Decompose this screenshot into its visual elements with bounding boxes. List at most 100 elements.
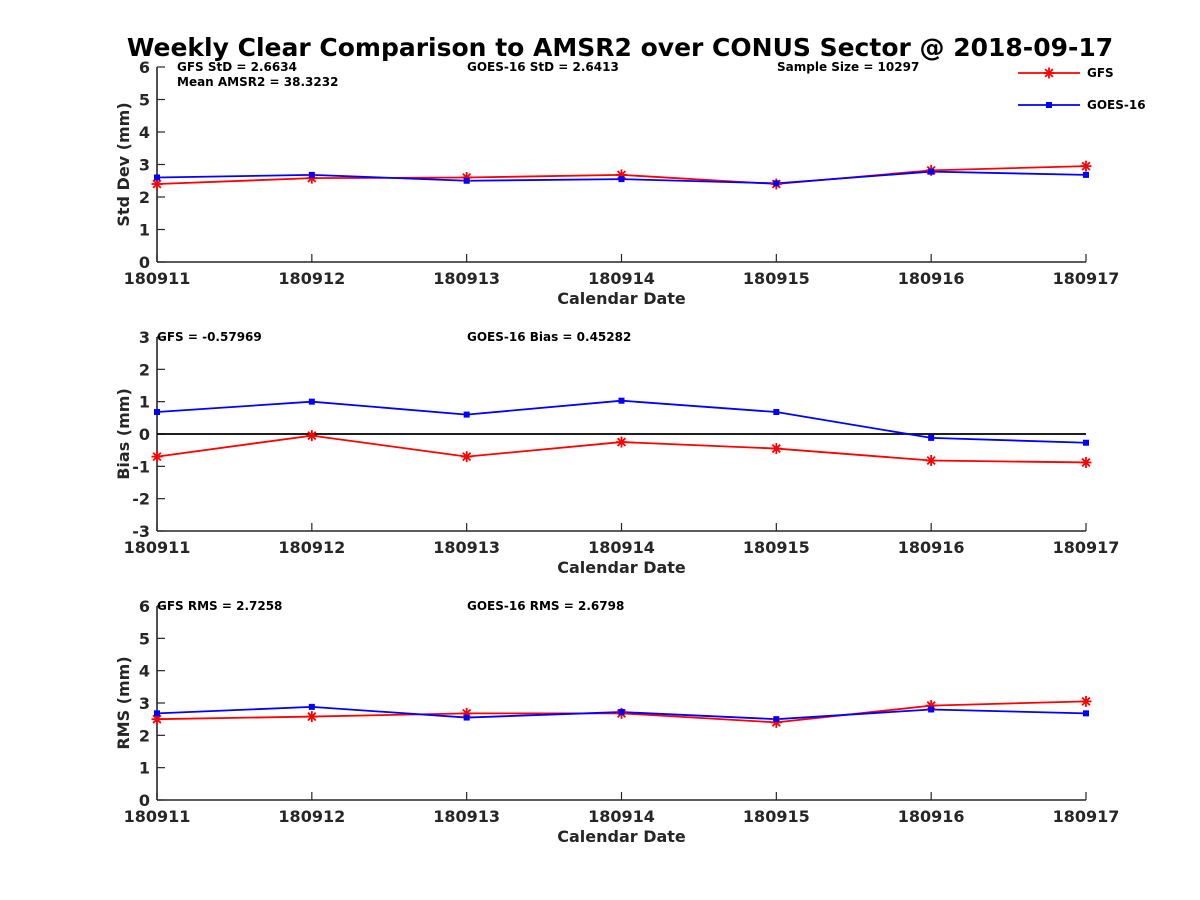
goes-16-point (928, 434, 935, 441)
y-tick-label: -2 (132, 490, 150, 509)
asterisk-stroke (152, 179, 162, 189)
gfs-point (151, 451, 163, 463)
legend-entry-goes-16: GOES-16 (1018, 98, 1146, 112)
x-tick-label: 180912 (278, 269, 345, 288)
x-tick-label: 180913 (433, 538, 500, 557)
goes-16-point (773, 180, 780, 187)
stat-annotation: GFS RMS = 2.7258 (157, 599, 282, 613)
asterisk-stroke (152, 452, 162, 462)
x-tick-label: 180915 (743, 269, 810, 288)
x-tick-label: 180914 (588, 269, 655, 288)
x-tick-label: 180913 (433, 807, 500, 826)
gfs-point (1080, 160, 1092, 172)
goes-16-point (773, 716, 780, 723)
goes-16-series-line (156, 399, 1087, 444)
gfs-point (461, 451, 473, 463)
std-dev-panel: 0 1 2 3 4 5 6 180911 180912 180913 180914 180915 180… (114, 58, 1119, 308)
x-tick-label: 180911 (124, 269, 191, 288)
goes-16-point (618, 709, 625, 716)
y-tick-label: 1 (139, 393, 150, 412)
legend: GFS GOES-16 (1018, 66, 1146, 112)
asterisk-stroke (462, 452, 472, 462)
goes-16-point (773, 409, 780, 416)
y-tick-label: 5 (139, 91, 150, 110)
goes-16-point (1083, 171, 1089, 178)
goes-16-point (308, 398, 315, 405)
x-tick-label: 180917 (1053, 538, 1120, 557)
asterisk-stroke (152, 714, 162, 724)
x-tick-label: 180914 (588, 538, 655, 557)
asterisk-stroke (616, 437, 627, 447)
x-tick-label: 180917 (1053, 269, 1120, 288)
gfs-point (151, 713, 163, 725)
y-tick-label: 0 (139, 253, 150, 272)
chart-title: Weekly Clear Comparison to AMSR2 over CO… (127, 33, 1113, 62)
y-tick-label: 3 (139, 694, 150, 713)
y-tick-label: 0 (139, 791, 150, 810)
stat-annotation: GFS StD = 2.6634 (177, 60, 297, 74)
goes-16-point (1083, 439, 1089, 446)
y-tick-label: 6 (139, 58, 150, 77)
legend-goes-16-marker (1046, 102, 1052, 108)
goes-16-point (154, 409, 160, 416)
asterisk-stroke (771, 444, 781, 454)
asterisk-stroke (1044, 68, 1054, 78)
y-tick-label: 3 (139, 328, 150, 347)
x-tick-label: 180911 (124, 538, 191, 557)
y-tick-label: -3 (132, 522, 150, 541)
legend-gfs-marker (1043, 67, 1055, 79)
goes-16-point (154, 174, 160, 181)
goes-16-point (308, 171, 315, 178)
stat-annotation: Sample Size = 10297 (777, 60, 919, 74)
asterisk-stroke (926, 455, 936, 466)
gfs-point (1080, 695, 1092, 707)
gfs-point (616, 436, 627, 448)
gfs-point (770, 443, 782, 455)
y-tick-label: 0 (139, 425, 150, 444)
y-tick-label: -1 (132, 457, 150, 476)
goes-16-point (928, 168, 935, 175)
x-axis-label: Calendar Date (557, 558, 686, 577)
x-tick-label: 180916 (898, 807, 965, 826)
y-tick-label: 4 (139, 123, 150, 142)
legend-goes-16-label: GOES-16 (1087, 98, 1146, 112)
asterisk-stroke (307, 431, 317, 441)
goes-16-point (308, 703, 315, 710)
x-tick-label: 180912 (278, 807, 345, 826)
legend-gfs-label: GFS (1087, 66, 1114, 80)
bias-panel: -3 -2 -1 0 1 2 3 180911 180912 180913 180914 180915… (114, 328, 1119, 577)
goes-16-point (463, 714, 470, 721)
gfs-point (925, 455, 937, 467)
x-tick-label: 180913 (433, 269, 500, 288)
y-tick-label: 2 (139, 360, 150, 379)
x-tick-label: 180916 (898, 269, 965, 288)
y-tick-label: 6 (139, 597, 150, 616)
asterisk-stroke (307, 712, 317, 722)
x-tick-label: 180914 (588, 807, 655, 826)
y-tick-label: 2 (139, 726, 150, 745)
stat-annotation: GFS = -0.57969 (157, 330, 262, 344)
asterisk-stroke (1081, 161, 1091, 171)
legend-entry-gfs: GFS (1018, 66, 1114, 80)
x-axis-label: Calendar Date (557, 289, 686, 308)
y-tick-label: 5 (139, 629, 150, 648)
y-tick-label: 1 (139, 759, 150, 778)
goes-16-point (928, 706, 935, 713)
stat-annotation: GOES-16 StD = 2.6413 (467, 60, 619, 74)
y-tick-label: 2 (139, 188, 150, 207)
goes-16-point (463, 177, 470, 184)
y-tick-label: 3 (139, 156, 150, 175)
x-tick-label: 180912 (278, 538, 345, 557)
rms-panel: 0 1 2 3 4 5 6 180911 180912 180913 180914 180915 180… (114, 597, 1119, 846)
y-axis-label: Std Dev (mm) (114, 102, 133, 226)
x-tick-label: 180915 (743, 807, 810, 826)
goes-16-point (1083, 710, 1089, 717)
x-tick-label: 180911 (124, 807, 191, 826)
asterisk-stroke (1081, 696, 1091, 706)
x-tick-label: 180915 (743, 538, 810, 557)
panels: 0 1 2 3 4 5 6 180911 180912 180913 180914 180915 180… (114, 58, 1119, 846)
goes-16-point (154, 710, 160, 717)
y-tick-label: 4 (139, 662, 150, 681)
asterisk-stroke (1081, 457, 1091, 467)
goes-16-point (618, 397, 625, 404)
